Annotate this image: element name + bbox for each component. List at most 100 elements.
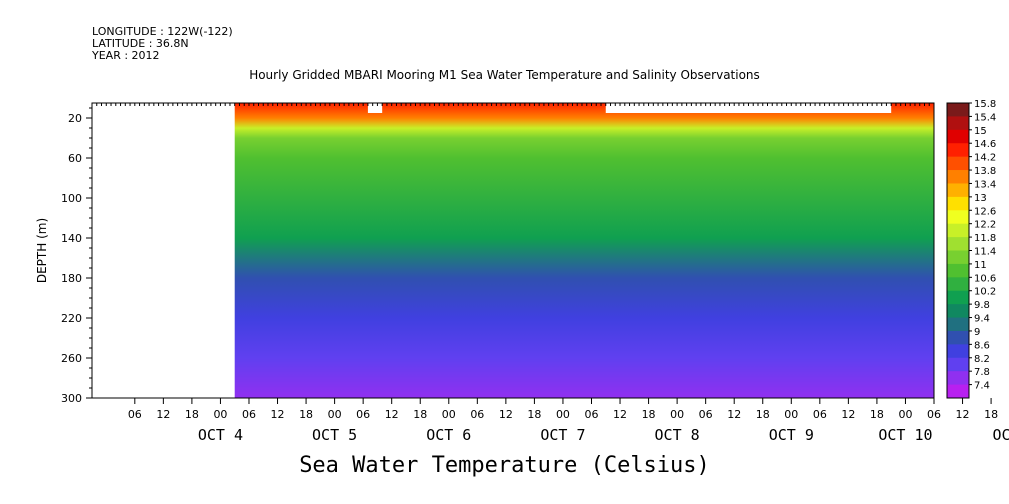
colorbar-label: 12.2	[974, 220, 996, 231]
x-hour-tick-label: 00	[213, 408, 227, 421]
colorbar-label: 8.2	[974, 354, 990, 365]
year-label: YEAR : 2012	[92, 49, 160, 62]
colorbar-swatch	[947, 183, 969, 198]
colorbar-label: 11.8	[974, 233, 996, 244]
x-hour-tick-label: 06	[927, 408, 941, 421]
colorbar-label: 9.8	[974, 300, 990, 311]
y-tick-label: 140	[61, 232, 82, 245]
colorbar-label: 7.4	[974, 381, 990, 392]
plot-frame	[91, 102, 935, 399]
x-hour-tick-label: 06	[242, 408, 256, 421]
colorbar-swatch	[947, 210, 969, 225]
colorbar-swatch	[947, 196, 969, 211]
colorbar-label: 14.2	[974, 153, 996, 164]
x-day-label: OCT 6	[426, 426, 471, 444]
x-hour-tick-label: 18	[299, 408, 313, 421]
x-hour-tick-label: 12	[956, 408, 970, 421]
x-hour-tick-label: 12	[841, 408, 855, 421]
colorbar-swatch	[947, 223, 969, 238]
colorbar-label: 15.8	[974, 99, 996, 110]
x-hour-tick-label: 18	[756, 408, 770, 421]
x-day-label: OCT 10	[878, 426, 932, 444]
x-hour-tick-label: 12	[499, 408, 513, 421]
x-hour-tick-label: 12	[271, 408, 285, 421]
colorbar-label: 15.4	[974, 112, 996, 123]
x-hour-tick-label: 18	[642, 408, 656, 421]
x-hour-tick-label: 06	[584, 408, 598, 421]
latitude-label: LATITUDE : 36.8N	[92, 37, 189, 50]
colorbar-label: 14.6	[974, 139, 996, 150]
colorbar-label: 9	[974, 327, 980, 338]
y-tick-label: 20	[68, 112, 82, 125]
x-hour-tick-label: 06	[356, 408, 370, 421]
x-hour-tick-label: 00	[898, 408, 912, 421]
colorbar-label: 10.2	[974, 287, 996, 298]
colorbar-swatch	[947, 263, 969, 278]
colorbar-label: 13	[974, 193, 987, 204]
colorbar-label: 9.4	[974, 314, 990, 325]
x-hour-tick-label: 12	[385, 408, 399, 421]
colorbar-swatch	[947, 116, 969, 131]
x-day-label: OCT 7	[540, 426, 585, 444]
y-tick-label: 300	[61, 392, 82, 405]
colorbar-label: 12.6	[974, 206, 996, 217]
colorbar-swatch	[947, 371, 969, 386]
colorbar-quantity-label: Sea Water Temperature (Celsius)	[299, 453, 710, 478]
y-tick-label: 180	[61, 272, 82, 285]
colorbar-swatch	[947, 304, 969, 319]
colorbar-swatch	[947, 317, 969, 332]
colorbar-swatch	[947, 156, 969, 171]
x-hour-tick-label: 12	[727, 408, 741, 421]
longitude-label: LONGITUDE : 122W(-122)	[92, 25, 233, 38]
x-hour-tick-label: 18	[527, 408, 541, 421]
missing-data-patch	[605, 103, 892, 113]
x-day-label: OCT 5	[312, 426, 357, 444]
colorbar-swatch	[947, 170, 969, 184]
colorbar-swatch	[947, 237, 969, 251]
colorbar-label: 15	[974, 126, 987, 137]
colorbar-label: 10.6	[974, 273, 996, 284]
y-tick-label: 220	[61, 312, 82, 325]
x-hour-tick-label: 18	[870, 408, 884, 421]
x-hour-tick-label: 00	[442, 408, 456, 421]
x-hour-tick-label: 06	[699, 408, 713, 421]
colorbar-label: 11.4	[974, 247, 996, 258]
colorbar-swatch	[947, 103, 969, 117]
colorbar-swatch	[947, 357, 969, 372]
x-hour-tick-label: 00	[556, 408, 570, 421]
x-hour-tick-label: 00	[328, 408, 342, 421]
colorbar-label: 7.8	[974, 367, 990, 378]
colorbar-label: 11	[974, 260, 987, 271]
colorbar-swatch	[947, 384, 969, 399]
x-hour-tick-label: 06	[470, 408, 484, 421]
colorbar-label: 13.4	[974, 179, 996, 190]
x-hour-tick-label: 06	[128, 408, 142, 421]
colorbar-swatch	[947, 277, 969, 292]
colorbar-swatch	[947, 250, 969, 265]
y-axis-label: DEPTH (m)	[35, 218, 49, 283]
x-hour-tick-label: 06	[813, 408, 827, 421]
colorbar-swatch	[947, 330, 969, 345]
x-day-label: OCT 4	[198, 426, 243, 444]
x-hour-tick-label: 18	[413, 408, 427, 421]
y-tick-label: 100	[61, 192, 82, 205]
y-tick-label: 260	[61, 352, 82, 365]
colorbar-label: 13.8	[974, 166, 996, 177]
x-day-label: OCT 9	[769, 426, 814, 444]
temperature-field	[234, 103, 935, 398]
x-hour-tick-label: 12	[613, 408, 627, 421]
x-day-label: OCT 11	[993, 426, 1009, 444]
x-hour-tick-label: 00	[670, 408, 684, 421]
colorbar-swatch	[947, 344, 969, 359]
x-hour-tick-label: 00	[784, 408, 798, 421]
chart-title: Hourly Gridded MBARI Mooring M1 Sea Wate…	[249, 68, 760, 82]
x-day-label: OCT 8	[655, 426, 700, 444]
colorbar-swatch	[947, 129, 969, 144]
y-tick-label: 60	[68, 152, 82, 165]
missing-data-patch	[367, 103, 383, 113]
colorbar-label: 8.6	[974, 340, 990, 351]
colorbar-swatch	[947, 143, 969, 158]
colorbar-swatch	[947, 290, 969, 305]
x-hour-tick-label: 12	[156, 408, 170, 421]
